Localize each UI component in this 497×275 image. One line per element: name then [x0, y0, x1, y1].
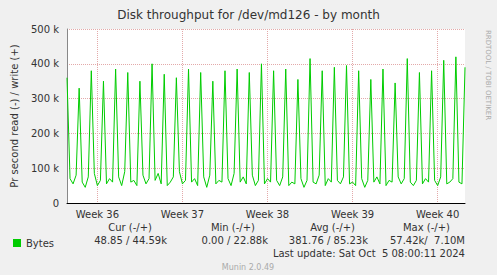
svg-text:Pr second read (-) / write (+): Pr second read (-) / write (+) — [9, 44, 20, 187]
svg-text:200 k: 200 k — [31, 128, 59, 139]
svg-text:Week 39: Week 39 — [331, 209, 374, 220]
svg-text:500 k: 500 k — [31, 24, 59, 35]
svg-text:Week 40: Week 40 — [416, 209, 459, 220]
svg-text:Avg (-/+): Avg (-/+) — [310, 222, 355, 233]
svg-text:48.85 / 44.59k: 48.85 / 44.59k — [94, 235, 167, 246]
svg-text:381.76 / 85.23k: 381.76 / 85.23k — [289, 235, 368, 246]
svg-text:100 k: 100 k — [31, 163, 59, 174]
svg-text:Munin 2.0.49: Munin 2.0.49 — [222, 263, 274, 272]
svg-text:Week 37: Week 37 — [161, 209, 204, 220]
svg-text:400 k: 400 k — [31, 58, 59, 69]
svg-text:Min (-/+): Min (-/+) — [211, 222, 255, 233]
svg-text:Bytes: Bytes — [26, 238, 54, 249]
svg-text:Last update: Sat Oct 5 08:00:: Last update: Sat Oct 5 08:00:11 2024 — [273, 248, 465, 259]
svg-text:Week 36: Week 36 — [76, 209, 119, 220]
svg-text:57.42k/ 7.10M: 57.42k/ 7.10M — [390, 235, 465, 246]
svg-text:Disk throughput for /dev/md126: Disk throughput for /dev/md126 - by mont… — [117, 8, 380, 22]
svg-text:Week 38: Week 38 — [246, 209, 289, 220]
svg-text:0.00 / 22.88k: 0.00 / 22.88k — [202, 235, 269, 246]
svg-text:RRDTOOL / TOBI OETIKER: RRDTOOL / TOBI OETIKER — [484, 30, 492, 120]
svg-text:300 k: 300 k — [31, 93, 59, 104]
svg-text:Cur (-/+): Cur (-/+) — [108, 222, 152, 233]
svg-text:Max (-/+): Max (-/+) — [403, 222, 450, 233]
svg-text:0: 0 — [53, 198, 59, 209]
